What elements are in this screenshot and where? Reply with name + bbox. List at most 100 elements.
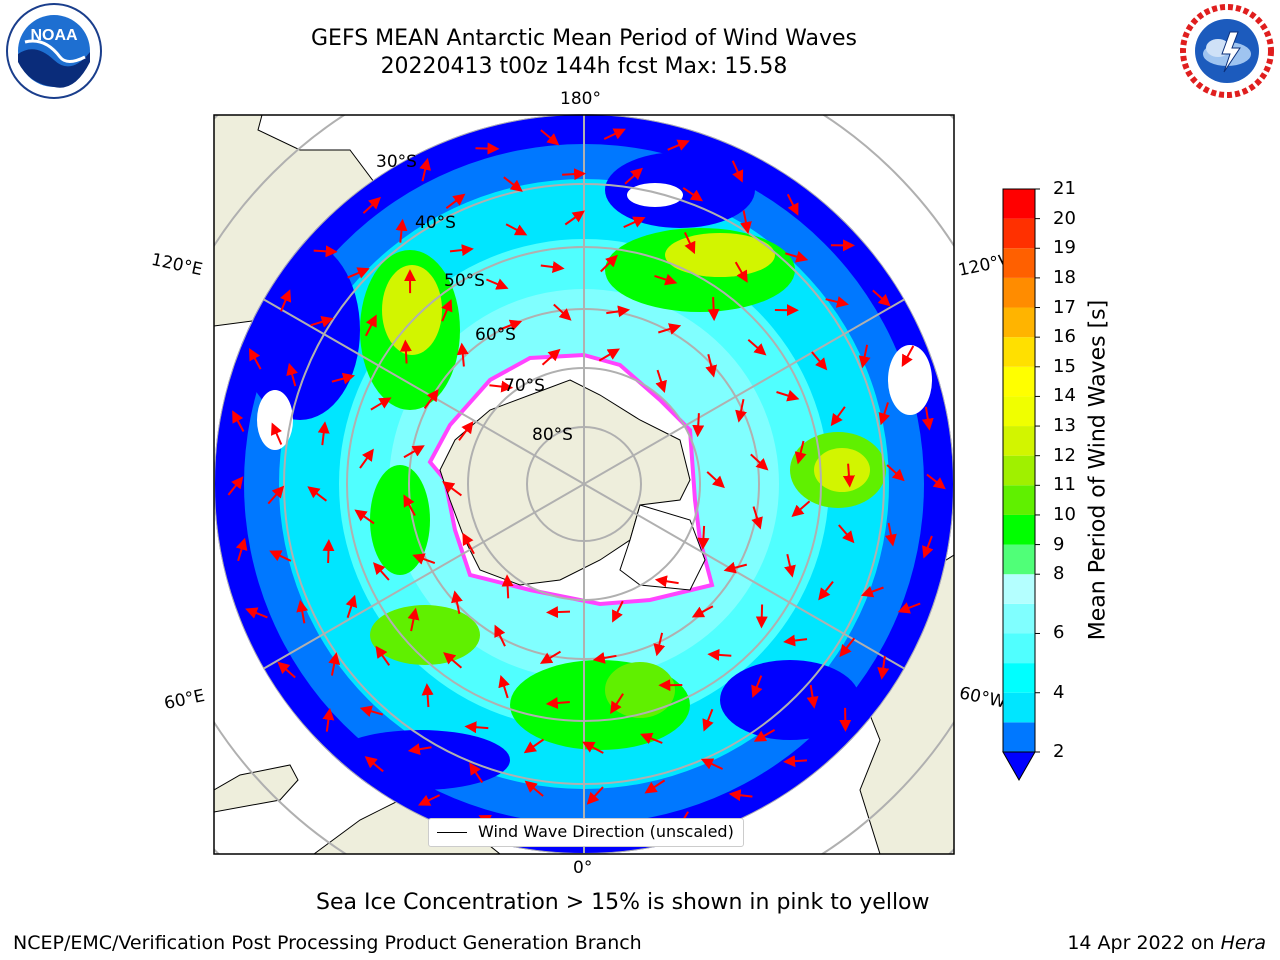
wind-arrow [249, 348, 262, 370]
wind-arrow [498, 674, 510, 699]
colorbar-tick-label: 13 [1053, 415, 1076, 437]
colorbar-segment [1003, 722, 1035, 752]
colorbar-segment [1003, 248, 1035, 278]
noaa-logo-text: NOAA [30, 27, 78, 44]
chart-title: GEFS MEAN Antarctic Mean Period of Wind … [311, 26, 857, 51]
wind-arrow [706, 471, 725, 489]
lat-label-80s: 80°S [532, 425, 573, 445]
colorbar-border [1002, 188, 1036, 753]
wind-arrow [747, 339, 767, 356]
patch-high-6-core [605, 662, 675, 718]
map-frame-border [213, 114, 955, 855]
wind-arrow [441, 299, 453, 322]
wind-arrow [564, 210, 585, 226]
patch-high-5 [370, 605, 480, 665]
wind-arrow [232, 410, 245, 432]
colorbar-segment [1003, 514, 1035, 545]
wind-arrow [654, 273, 678, 286]
wind-arrow [860, 586, 884, 598]
wind-arrow [705, 354, 717, 378]
legend-label: Wind Wave Direction (unscaled) [478, 822, 734, 841]
wind-arrow [697, 525, 710, 550]
lat-label-60s: 60°S [475, 325, 516, 345]
colorbar-under-triangle [1002, 751, 1036, 782]
nodata-north [627, 183, 683, 207]
wind-arrow [751, 506, 763, 530]
wind-arrow [313, 245, 338, 258]
colorbar-tick-label: 8 [1053, 563, 1065, 585]
wind-arrow [365, 314, 377, 337]
lat-label-40s: 40°S [415, 213, 456, 233]
colorbar-segment [1003, 218, 1035, 249]
wind-arrow [443, 652, 463, 669]
wind-arrow [818, 580, 834, 601]
wind-arrow [505, 223, 528, 236]
wind-arrow [442, 481, 462, 497]
wind-arrow [926, 473, 946, 490]
wind-arrow [364, 756, 384, 773]
footer-left: NCEP/EMC/Verification Post Processing Pr… [13, 932, 642, 954]
wind-arrow [682, 187, 704, 202]
wind-arrow [370, 397, 392, 411]
colorbar-tick-label: 2 [1053, 741, 1065, 762]
wind-arrow [296, 599, 309, 624]
wind-arrow [825, 296, 849, 308]
wind-arrow [503, 176, 523, 192]
wind-arrow [839, 637, 856, 658]
wind-arrow [407, 607, 420, 632]
wind-arrow [345, 594, 358, 619]
wind-arrow [667, 139, 690, 151]
wind-arrow [897, 602, 921, 614]
colorbar-segment [1003, 455, 1035, 486]
wind-arrow [545, 697, 570, 709]
wind-arrow [354, 509, 375, 525]
wind-arrow [328, 652, 341, 676]
wind-arrow [654, 575, 679, 588]
wind-arrow [347, 267, 370, 279]
colorbar-segment [1003, 544, 1035, 575]
wind-arrow [523, 738, 545, 754]
footer-right: 14 Apr 2022 on Hera [1067, 932, 1266, 954]
wind-arrow [395, 218, 408, 243]
colorbar-segment [1003, 426, 1035, 456]
wind-arrow [279, 289, 292, 312]
wind-arrow [624, 167, 643, 185]
wind-arrow [227, 476, 244, 496]
wind-arrow [469, 762, 484, 784]
wind-arrow [489, 380, 514, 393]
colorbar-tick-label: 12 [1053, 444, 1076, 466]
wind-arrow [540, 129, 560, 146]
colorbar-segment [1003, 603, 1035, 634]
wind-arrow [735, 398, 747, 423]
nws-logo [1178, 2, 1276, 100]
colorbar-segment [1003, 692, 1035, 723]
wind-arrow [267, 485, 285, 505]
colorbar-segment [1003, 574, 1035, 604]
wind-arrow [753, 729, 776, 742]
wind-arrow [794, 440, 807, 465]
colorbar-segment [1003, 189, 1035, 219]
colorbar-segment [1003, 366, 1035, 397]
wind-arrow [734, 261, 748, 283]
lon-label-180: 180° [560, 89, 601, 109]
wind-arrow [475, 142, 500, 155]
wind-arrow [806, 684, 819, 709]
wind-arrow [458, 421, 474, 441]
chart-subtitle: 20220413 t00z 144h fcst Max: 15.58 [380, 54, 788, 79]
wind-arrow [707, 648, 732, 661]
patch-low-southeast [720, 660, 860, 740]
wind-arrows [227, 128, 946, 841]
wind-arrow [830, 406, 846, 427]
wind-arrow [501, 574, 514, 599]
wind-arrow [884, 522, 897, 547]
wind-arrow [539, 650, 562, 664]
wind-arrow [562, 168, 587, 181]
wind-arrow [317, 421, 330, 446]
map-legend: Wind Wave Direction (unscaled) [428, 818, 744, 847]
wind-arrow [362, 196, 382, 214]
wind-arrow [417, 794, 441, 806]
wind-arrow [494, 624, 506, 647]
wind-arrow [245, 607, 268, 619]
wind-arrow [644, 779, 666, 794]
colorbar-tick-label: 16 [1053, 326, 1076, 348]
